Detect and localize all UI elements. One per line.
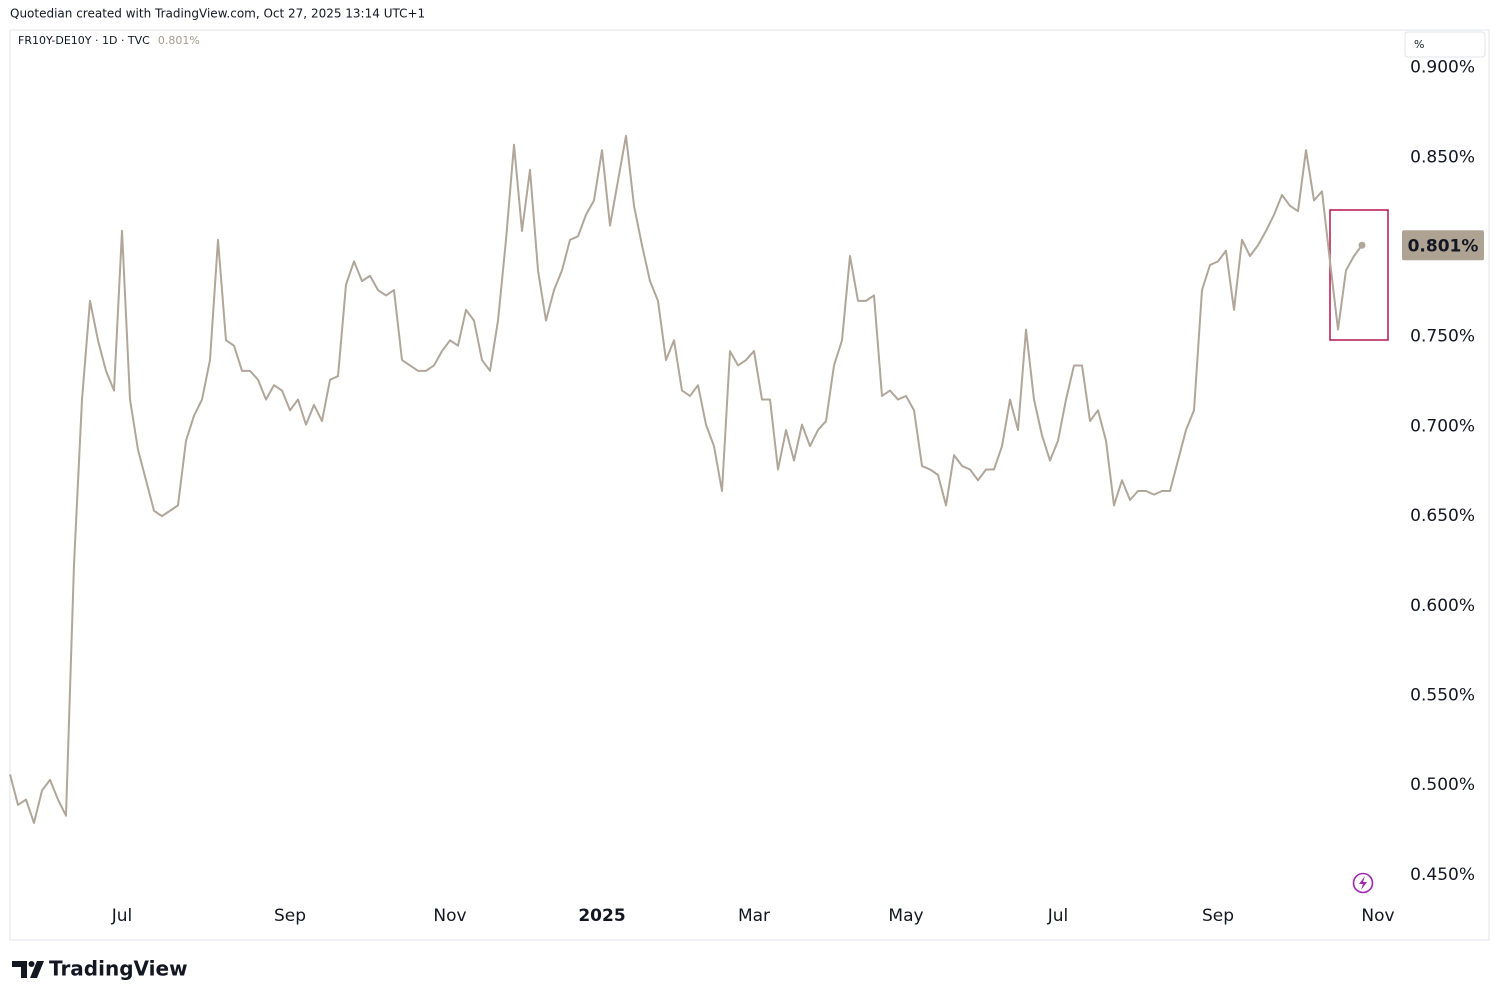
logo-slash [30, 961, 44, 978]
y-tick-label: 0.550% [1410, 686, 1475, 706]
x-tick-label: Nov [1361, 906, 1394, 926]
icon-bolt [1359, 876, 1367, 890]
y-tick-label: 0.450% [1410, 865, 1475, 885]
lightning-icon[interactable] [1352, 872, 1374, 894]
x-tick-label: Jul [1047, 906, 1069, 926]
y-tick-label: 0.500% [1410, 775, 1475, 795]
last-value-label: 0.801% [1408, 236, 1479, 256]
y-tick-label: 0.750% [1410, 327, 1475, 347]
x-tick-label: Nov [433, 906, 466, 926]
attribution: Quotedian created with TradingView.com, … [10, 7, 425, 21]
y-tick-label: 0.650% [1410, 506, 1475, 526]
x-tick-label: Mar [738, 906, 770, 926]
symbol[interactable]: FR10Y-DE10Y · 1D · TVC [18, 34, 150, 47]
y-tick-label: 0.900% [1410, 58, 1475, 78]
brand-name: TradingView [49, 957, 188, 981]
x-tick-label: 2025 [578, 906, 625, 926]
unit-button-label[interactable]: % [1414, 38, 1424, 51]
x-tick-label: Jul [111, 906, 133, 926]
x-tick-label: Sep [1202, 906, 1234, 926]
price-line [9, 134, 1363, 824]
brand-logo[interactable]: TradingView [12, 957, 188, 981]
icon-circle [1352, 872, 1374, 894]
y-tick-label: 0.600% [1410, 596, 1475, 616]
logo-mark [12, 961, 27, 978]
last-value-badge [1402, 230, 1484, 261]
annotation-box [1329, 209, 1389, 341]
logo-dot [28, 961, 35, 967]
unit-button[interactable] [1404, 31, 1486, 58]
header-last-value: 0.801% [158, 34, 200, 47]
y-tick-label: 0.850% [1410, 147, 1475, 167]
x-tick-label: May [888, 906, 923, 926]
y-tick-label: 0.700% [1410, 416, 1475, 436]
last-point [1358, 241, 1366, 249]
x-tick-label: Sep [274, 906, 306, 926]
chart-frame [9, 29, 1490, 941]
